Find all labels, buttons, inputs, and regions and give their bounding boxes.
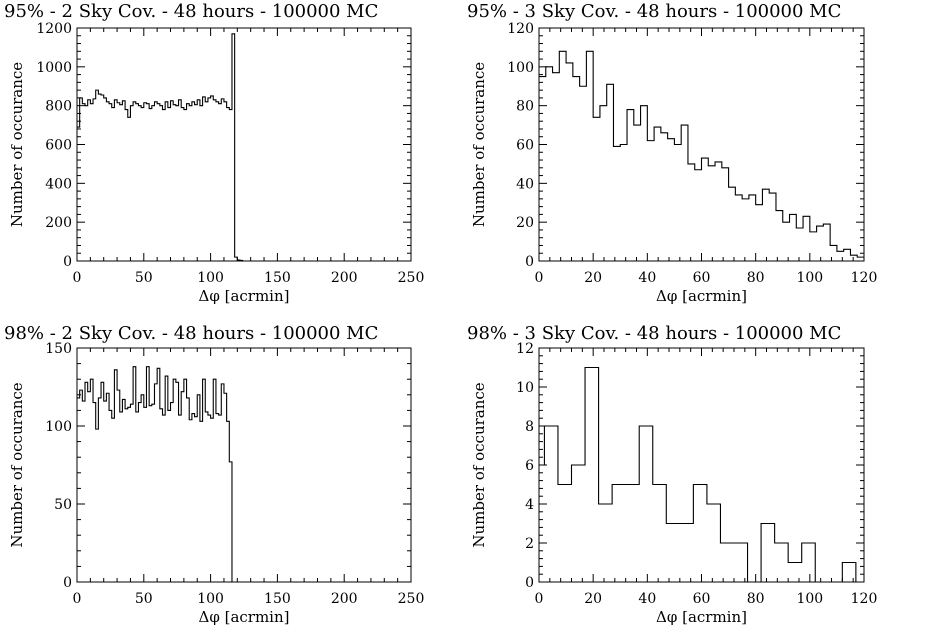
chart-title: 95% - 3 Sky Cov. - 48 hours - 100000 MC bbox=[467, 1, 841, 22]
chart-title: 95% - 2 Sky Cov. - 48 hours - 100000 MC bbox=[4, 1, 378, 22]
y-tick-label: 150 bbox=[45, 341, 72, 357]
x-tick-label: 80 bbox=[747, 270, 765, 286]
chart-panel-bottom-left: 98% - 2 Sky Cov. - 48 hours - 100000 MC … bbox=[4, 323, 424, 626]
x-tick-label: 100 bbox=[197, 591, 224, 607]
y-tick-label: 400 bbox=[45, 176, 72, 192]
y-tick-label: 10 bbox=[516, 380, 534, 396]
chart-title: 98% - 3 Sky Cov. - 48 hours - 100000 MC bbox=[467, 323, 841, 344]
y-tick-label: 100 bbox=[45, 419, 72, 435]
x-tick-label: 60 bbox=[693, 270, 711, 286]
y-tick-label: 8 bbox=[525, 419, 534, 435]
y-tick-label: 0 bbox=[525, 254, 534, 270]
y-tick-label: 50 bbox=[54, 497, 72, 513]
y-tick-label: 60 bbox=[516, 138, 534, 154]
x-tick-label: 0 bbox=[535, 270, 544, 286]
y-tick-label: 0 bbox=[63, 254, 72, 270]
y-tick-label: 800 bbox=[45, 99, 72, 115]
x-tick-label: 150 bbox=[264, 591, 291, 607]
y-tick-label: 80 bbox=[516, 99, 534, 115]
x-tick-label: 60 bbox=[693, 591, 711, 607]
x-tick-label: 200 bbox=[331, 270, 358, 286]
x-tick-label: 150 bbox=[264, 270, 291, 286]
chart-title: 98% - 2 Sky Cov. - 48 hours - 100000 MC bbox=[4, 323, 378, 344]
x-tick-label: 50 bbox=[135, 591, 153, 607]
y-tick-label: 4 bbox=[525, 497, 534, 513]
y-tick-label: 12 bbox=[516, 341, 534, 357]
x-tick-label: 250 bbox=[398, 591, 425, 607]
y-tick-label: 120 bbox=[507, 21, 534, 37]
histogram-series bbox=[539, 50, 864, 258]
x-tick-label: 100 bbox=[197, 270, 224, 286]
y-axis-label: Number of occurance bbox=[8, 62, 26, 227]
x-tick-label: 0 bbox=[73, 591, 82, 607]
x-tick-label: 80 bbox=[747, 591, 765, 607]
x-tick-label: 40 bbox=[638, 591, 656, 607]
histogram-series bbox=[77, 366, 240, 583]
histogram-series bbox=[539, 366, 862, 583]
chart-panel-top-left: 95% - 2 Sky Cov. - 48 hours - 100000 MC … bbox=[4, 1, 424, 305]
y-tick-label: 600 bbox=[45, 138, 72, 154]
y-axis-label: Number of occurance bbox=[8, 382, 26, 547]
plot-frame bbox=[76, 347, 412, 583]
x-tick-label: 250 bbox=[398, 270, 425, 286]
plot-frame bbox=[538, 27, 865, 262]
histogram-series bbox=[77, 33, 246, 262]
y-tick-label: 1000 bbox=[36, 60, 72, 76]
y-axis-label: Number of occurance bbox=[470, 62, 488, 227]
y-tick-label: 0 bbox=[63, 575, 72, 591]
y-tick-label: 1200 bbox=[36, 21, 72, 37]
x-tick-label: 40 bbox=[638, 270, 656, 286]
x-tick-label: 50 bbox=[135, 270, 153, 286]
x-axis-label: Δφ [acrmin] bbox=[198, 608, 289, 626]
x-tick-label: 100 bbox=[796, 270, 823, 286]
plot-frame bbox=[76, 27, 412, 262]
y-tick-label: 40 bbox=[516, 176, 534, 192]
y-axis-label: Number of occurance bbox=[470, 382, 488, 547]
y-tick-label: 2 bbox=[525, 536, 534, 552]
y-tick-label: 0 bbox=[525, 575, 534, 591]
chart-panel-bottom-right: 98% - 3 Sky Cov. - 48 hours - 100000 MC … bbox=[467, 323, 877, 626]
x-tick-label: 100 bbox=[796, 591, 823, 607]
x-tick-label: 0 bbox=[73, 270, 82, 286]
x-axis-label: Δφ [acrmin] bbox=[656, 608, 747, 626]
x-tick-label: 20 bbox=[584, 270, 602, 286]
y-tick-label: 100 bbox=[507, 60, 534, 76]
y-tick-label: 6 bbox=[525, 458, 534, 474]
chart-panel-top-right: 95% - 3 Sky Cov. - 48 hours - 100000 MC … bbox=[467, 1, 877, 305]
y-tick-label: 200 bbox=[45, 215, 72, 231]
x-axis-label: Δφ [acrmin] bbox=[198, 287, 289, 305]
y-tick-label: 20 bbox=[516, 215, 534, 231]
x-tick-label: 120 bbox=[851, 270, 878, 286]
x-tick-label: 0 bbox=[535, 591, 544, 607]
x-axis-label: Δφ [acrmin] bbox=[656, 287, 747, 305]
x-tick-label: 20 bbox=[584, 591, 602, 607]
x-tick-label: 200 bbox=[331, 591, 358, 607]
x-tick-label: 120 bbox=[851, 591, 878, 607]
